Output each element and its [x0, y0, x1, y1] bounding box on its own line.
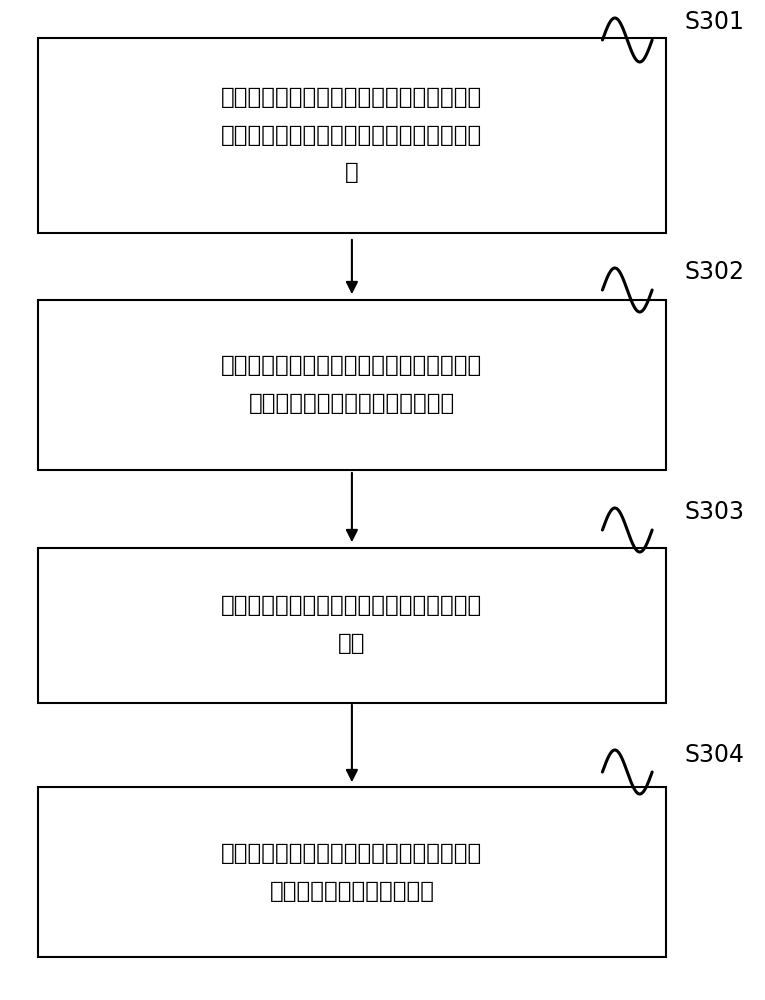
Text: 域和半导体芯片区域之间的密封环: 域和半导体芯片区域之间的密封环 [249, 392, 455, 416]
Bar [38, 37, 666, 232]
Text: 片划分为单个的半导体芯片: 片划分为单个的半导体芯片 [269, 880, 435, 902]
Bar [38, 300, 666, 470]
Text: 域: 域 [345, 161, 359, 184]
Text: 提供衬底，衬底中定义多个半导体芯片区域: 提供衬底，衬底中定义多个半导体芯片区域 [221, 86, 483, 108]
Bar [38, 548, 666, 702]
Text: 在切割道区域切割衬底，以将多个半导体芯: 在切割道区域切割衬底，以将多个半导体芯 [221, 842, 483, 864]
Bar [38, 787, 666, 957]
Text: S304: S304 [685, 743, 744, 767]
Text: 形成围绕半导体芯片区域，且位于切割道区: 形成围绕半导体芯片区域，且位于切割道区 [221, 355, 483, 377]
Text: S303: S303 [685, 500, 744, 524]
Text: 在切割道区域靠近密封环的边界位置形成保: 在切割道区域靠近密封环的边界位置形成保 [221, 594, 483, 617]
Text: S302: S302 [685, 260, 744, 284]
Text: 护槽: 护槽 [338, 632, 366, 656]
Text: S301: S301 [685, 10, 744, 34]
Text: 和位于相邻半导体芯片区域之间的切割道区: 和位于相邻半导体芯片区域之间的切割道区 [221, 123, 483, 146]
